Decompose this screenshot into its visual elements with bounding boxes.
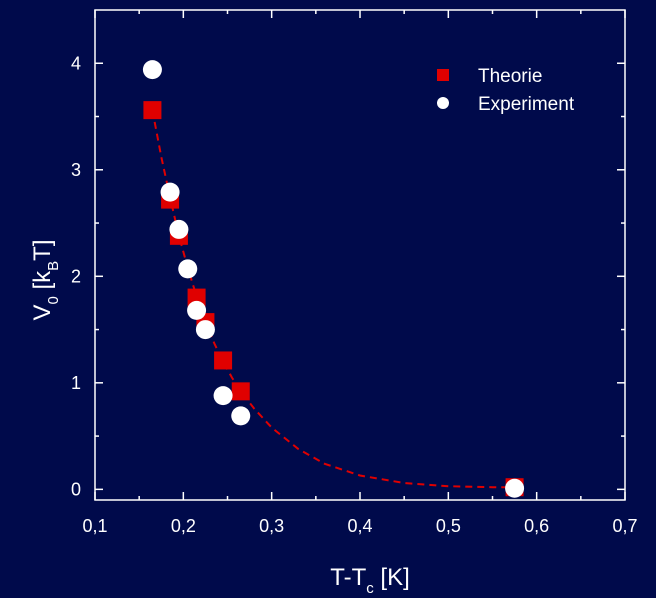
fit-curve-line <box>151 109 515 489</box>
experiment-point <box>160 182 180 202</box>
experiment-point <box>505 478 525 498</box>
x-tick-label: 0,1 <box>82 516 107 536</box>
x-tick-label: 0,6 <box>524 516 549 536</box>
legend-marker-theorie <box>437 69 449 81</box>
y-tick-label: 3 <box>71 160 81 180</box>
y-tick-label: 2 <box>71 266 81 286</box>
experiment-point <box>142 60 162 80</box>
y-axis-label: V0 [kBT] <box>29 239 62 320</box>
x-axis-label: T-Tc [K] <box>330 564 410 597</box>
legend-label: Experiment <box>478 94 575 115</box>
theorie-point <box>143 101 162 120</box>
experiment-point <box>187 300 207 320</box>
legend-marker-experiment <box>437 97 449 109</box>
x-tick-label: 0,5 <box>436 516 461 536</box>
plot-frame <box>94 9 626 501</box>
experiment-point <box>178 259 198 279</box>
x-axis-label-subscript: c <box>366 580 374 597</box>
y-tick-label: 0 <box>71 479 81 499</box>
legend-label: Theorie <box>478 66 542 87</box>
x-tick-label: 0,4 <box>347 516 372 536</box>
x-tick-label: 0,3 <box>259 516 284 536</box>
experiment-point <box>169 219 189 239</box>
experiment-point <box>213 386 233 406</box>
experiment-point <box>195 320 215 340</box>
plot-frame-rect <box>94 9 626 501</box>
x-tick-label: 0,2 <box>171 516 196 536</box>
y-tick-label: 4 <box>71 53 81 73</box>
legend: Theorie Experiment <box>437 66 575 115</box>
y-tick-label: 1 <box>71 373 81 393</box>
axis-ticks: 0,1 0,2 0,3 0,4 0,5 0,6 0,7 0 1 2 3 4 <box>71 10 638 536</box>
fit-curve <box>151 109 515 489</box>
data-points <box>142 60 525 498</box>
x-tick-label: 0,7 <box>612 516 637 536</box>
theorie-point <box>231 382 250 401</box>
theorie-point <box>214 351 233 370</box>
experiment-point <box>231 406 251 426</box>
